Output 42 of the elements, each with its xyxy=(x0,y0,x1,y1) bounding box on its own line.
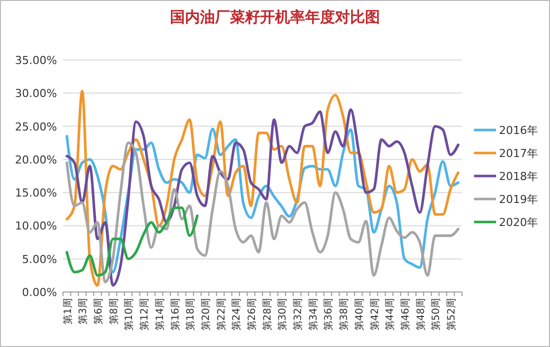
x-tick-label: 第28周 xyxy=(261,298,274,331)
x-tick-label: 第16周 xyxy=(169,298,182,331)
x-tick-label: 第38周 xyxy=(338,298,350,331)
x-tick-label: 第42周 xyxy=(368,298,381,331)
y-tick-label: 25.00% xyxy=(15,120,57,134)
x-tick-label: 第20周 xyxy=(200,298,212,331)
line-series xyxy=(66,206,199,277)
x-tick-label: 第3周 xyxy=(77,298,90,324)
x-tick-label: 第44周 xyxy=(384,298,396,331)
chart-title: 国内油厂菜籽开机率年度对比图 xyxy=(170,8,380,26)
x-tick-label: 第30周 xyxy=(276,298,289,331)
x-tick-label: 第22周 xyxy=(215,298,228,331)
x-tick-label: 第24周 xyxy=(230,298,243,331)
legend-label: 2019年 xyxy=(499,193,538,206)
legend-label: 2016年 xyxy=(499,124,538,137)
y-tick-label: 35.00% xyxy=(15,54,57,67)
x-tick-label: 第50周 xyxy=(430,298,442,331)
x-tick-label: 第46周 xyxy=(399,298,412,331)
x-tick-label: 第8周 xyxy=(108,298,120,324)
x-tick-label: 第18周 xyxy=(184,298,197,331)
x-tick-label: 第12周 xyxy=(138,298,151,331)
x-tick-label: 第6周 xyxy=(92,298,105,324)
legend-label: 2017年 xyxy=(499,147,538,160)
y-tick-label: 30.00% xyxy=(15,87,57,100)
x-tick-label: 第32周 xyxy=(292,298,304,331)
y-tick-label: 5.00% xyxy=(22,252,57,266)
legend-label: 2018年 xyxy=(499,170,538,183)
y-tick-label: 15.00% xyxy=(15,186,57,200)
x-tick-label: 第40周 xyxy=(353,298,366,331)
x-tick-label: 第26周 xyxy=(246,298,258,331)
legend-label: 2020年 xyxy=(499,216,538,229)
y-tick-label: 20.00% xyxy=(15,153,57,166)
x-tick-label: 第1周 xyxy=(62,298,74,324)
x-tick-label: 第10周 xyxy=(123,298,136,331)
y-tick-label: 10.00% xyxy=(15,220,57,233)
line-series xyxy=(66,142,460,284)
y-tick-label: 0.00% xyxy=(22,286,57,299)
x-tick-label: 第48周 xyxy=(414,298,427,331)
x-tick-label: 第14周 xyxy=(154,298,166,331)
x-tick-label: 第34周 xyxy=(307,298,320,331)
x-tick-label: 第52周 xyxy=(445,298,458,331)
x-tick-label: 第36周 xyxy=(322,298,335,331)
